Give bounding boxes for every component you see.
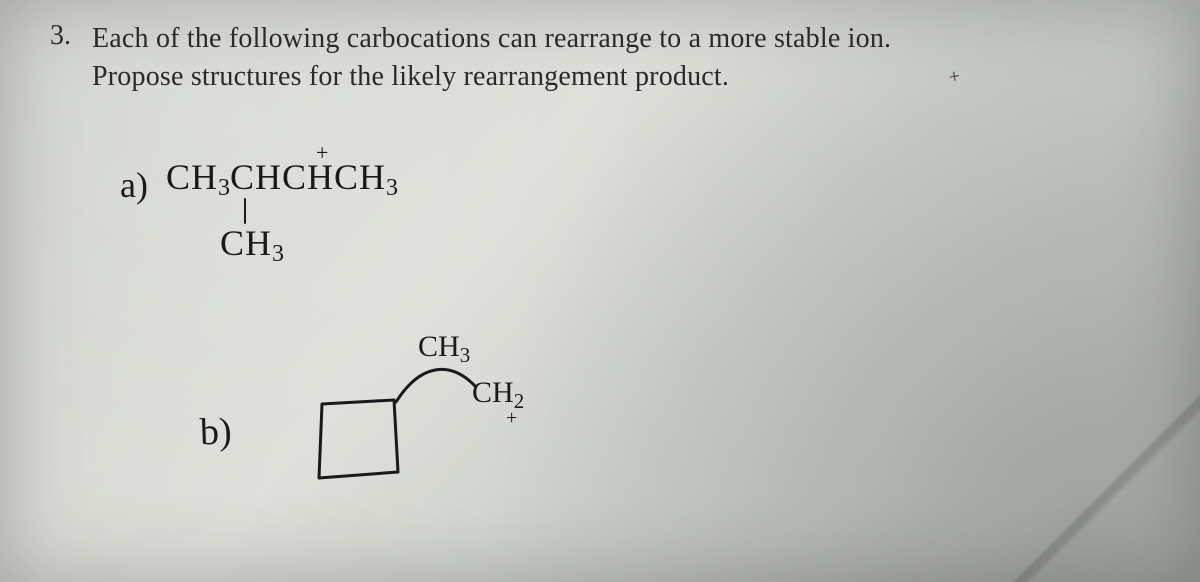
- part-a-label: a): [120, 164, 148, 206]
- question-line-1: Each of the following carbocations can r…: [92, 23, 891, 54]
- part-b-label: b): [199, 409, 232, 454]
- plus-charge: +: [316, 140, 328, 166]
- question-line-2: Propose structures for the likely rearra…: [92, 61, 729, 92]
- question-text: Each of the following carbocations can r…: [92, 20, 891, 96]
- question-header: 3. Each of the following carbocations ca…: [50, 20, 1160, 96]
- formula-seg1: CH: [166, 157, 218, 197]
- part-b-structure: CH3CH2+: [310, 320, 570, 520]
- svg-text:+: +: [506, 407, 517, 429]
- part-b-svg: CH3CH2+: [310, 320, 570, 520]
- svg-text:CH3: CH3: [418, 330, 470, 367]
- formula-seg1-sub: 3: [218, 175, 230, 201]
- screen-glare: [980, 382, 1200, 582]
- branch-bond-line: [244, 198, 246, 224]
- formula-seg2: CHCHCH: [230, 157, 386, 197]
- branch-ch3: CH3: [220, 222, 284, 268]
- part-b: b) CH3CH2+: [200, 380, 232, 424]
- branch-ch3-sub: 3: [272, 241, 284, 267]
- part-a: a) CH3CHCHCH3 + CH3: [120, 156, 398, 202]
- question-number: 3.: [50, 20, 86, 52]
- branch-ch3-text: CH: [220, 223, 272, 263]
- formula-seg2-sub: 3: [386, 175, 398, 201]
- page-content: 3. Each of the following carbocations ca…: [50, 20, 1160, 96]
- part-a-formula: CH3CHCHCH3 + CH3: [166, 156, 398, 202]
